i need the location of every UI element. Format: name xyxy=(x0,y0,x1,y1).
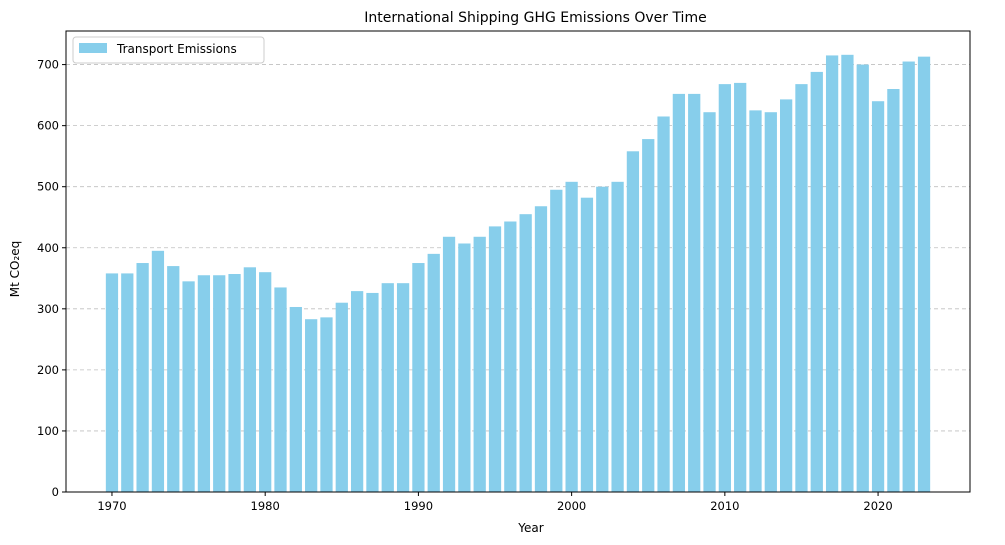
bar-1985 xyxy=(335,302,348,492)
x-tick-label: 2010 xyxy=(710,499,739,513)
x-tick-label: 1990 xyxy=(404,499,433,513)
bar-1997 xyxy=(519,214,532,492)
bar-1991 xyxy=(427,253,440,492)
y-axis: 0 100 200 300 400 500 600 700 xyxy=(37,58,66,499)
bar-2009 xyxy=(703,112,716,492)
bar-2015 xyxy=(795,84,808,492)
bar-1974 xyxy=(167,266,180,492)
bar-1992 xyxy=(442,236,456,492)
bar-1980 xyxy=(259,272,272,492)
bar-1981 xyxy=(274,287,287,492)
legend: Transport Emissions xyxy=(72,36,265,64)
bar-2008 xyxy=(688,93,701,492)
bar-2004 xyxy=(626,151,640,492)
bar-2023 xyxy=(917,56,931,493)
bar-1982 xyxy=(289,306,302,492)
bar-1996 xyxy=(504,221,517,492)
bar-1977 xyxy=(213,275,226,492)
bar-2013 xyxy=(764,112,777,492)
y-tick-label: 700 xyxy=(37,58,59,72)
bar-1995 xyxy=(488,226,502,492)
bar-1978 xyxy=(228,274,241,492)
bar-2022 xyxy=(902,61,915,493)
bar-1973 xyxy=(151,250,165,492)
bar-2005 xyxy=(642,139,655,492)
x-tick-label: 2000 xyxy=(557,499,586,513)
bar-1975 xyxy=(182,281,195,492)
bar-1986 xyxy=(350,291,364,492)
bar-2020 xyxy=(871,101,885,493)
bar-1990 xyxy=(412,263,425,492)
bar-2016 xyxy=(810,71,823,492)
y-tick-label: 500 xyxy=(37,180,59,194)
bar-1999 xyxy=(550,189,563,492)
legend-swatch xyxy=(79,43,107,53)
bar-2002 xyxy=(596,186,609,493)
x-tick-label: 1980 xyxy=(251,499,280,513)
y-tick-label: 600 xyxy=(37,119,59,133)
y-axis-label: Mt CO₂eq xyxy=(8,241,22,298)
bar-2006 xyxy=(657,116,670,492)
bar-1976 xyxy=(197,275,211,492)
bar-1988 xyxy=(381,283,394,492)
x-tick-label: 1970 xyxy=(97,499,126,513)
bar-1994 xyxy=(473,236,486,492)
bar-2001 xyxy=(580,197,594,492)
bar-1971 xyxy=(121,273,134,492)
bars xyxy=(105,54,931,493)
chart-title: International Shipping GHG Emissions Ove… xyxy=(364,10,706,26)
bar-2000 xyxy=(565,181,578,493)
y-tick-label: 300 xyxy=(37,302,59,316)
bar-1989 xyxy=(396,283,410,492)
legend-box xyxy=(72,36,265,64)
y-tick-label: 400 xyxy=(37,241,59,255)
bar-2019 xyxy=(856,64,869,493)
x-tick-label: 2020 xyxy=(863,499,892,513)
bar-1983 xyxy=(305,319,318,492)
bar-1970 xyxy=(105,273,119,492)
x-axis: 1970 1980 1990 2000 2010 2020 xyxy=(97,492,893,513)
bar-2012 xyxy=(749,110,762,492)
bar-1972 xyxy=(136,263,149,492)
bar-1979 xyxy=(243,267,256,492)
y-tick-label: 0 xyxy=(52,485,59,499)
bar-1984 xyxy=(320,317,333,492)
bar-2010 xyxy=(718,84,731,492)
bar-2018 xyxy=(841,54,854,493)
x-axis-label: Year xyxy=(517,521,543,535)
bar-2014 xyxy=(780,99,793,493)
bar-1987 xyxy=(366,292,379,492)
legend-label: Transport Emissions xyxy=(116,42,237,56)
bar-1998 xyxy=(534,206,548,492)
bar-2021 xyxy=(887,89,900,492)
bar-2017 xyxy=(825,55,839,493)
bar-2007 xyxy=(672,93,686,492)
bar-2003 xyxy=(611,181,624,493)
bar-2011 xyxy=(734,82,747,492)
y-tick-label: 200 xyxy=(37,363,59,377)
bar-1993 xyxy=(458,243,471,492)
plot-area-frame xyxy=(65,30,971,493)
y-tick-label: 100 xyxy=(37,424,59,438)
